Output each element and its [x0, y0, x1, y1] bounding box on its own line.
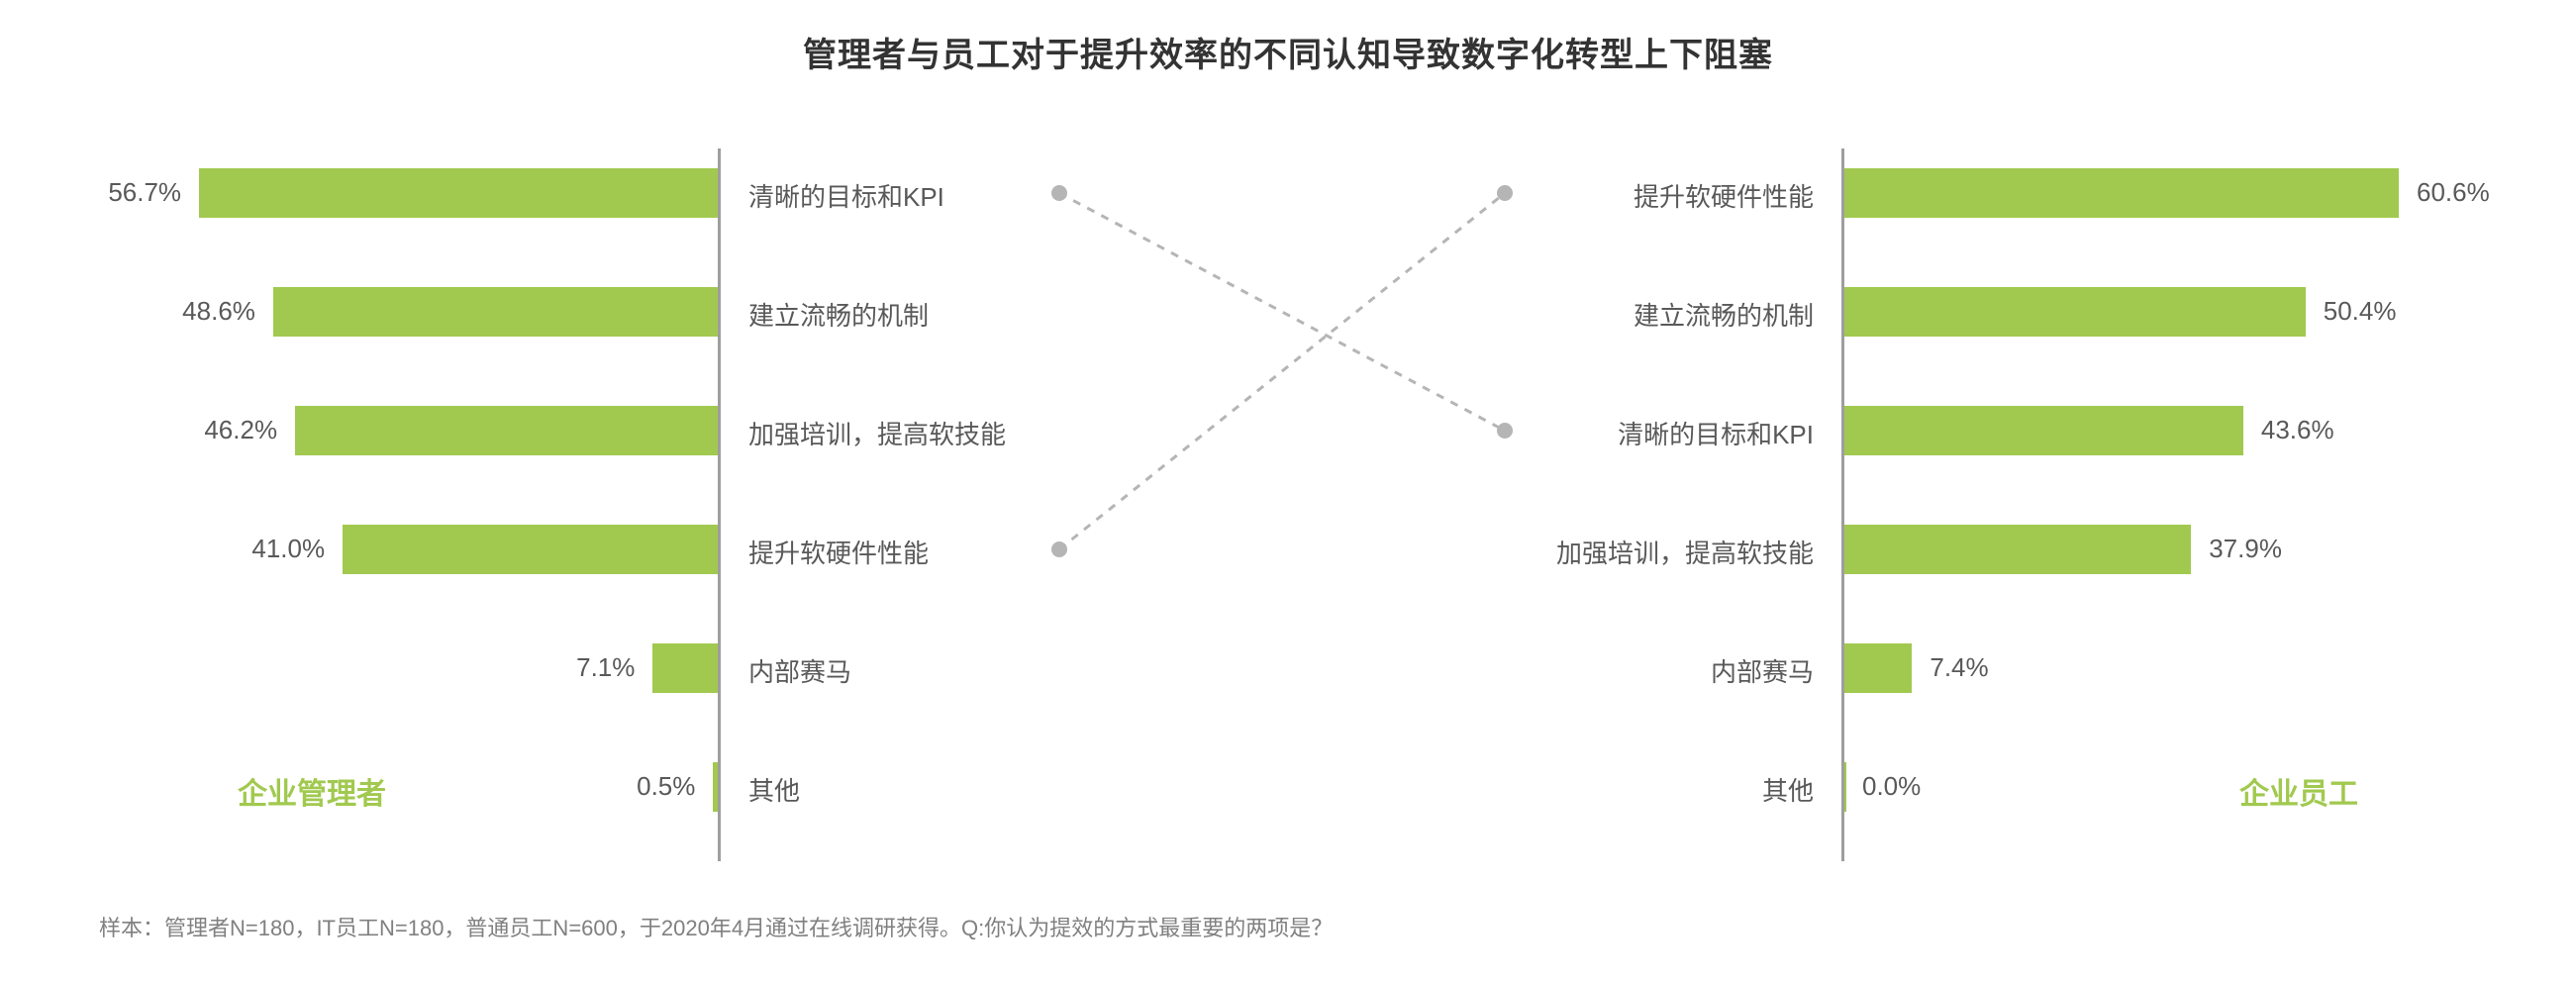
- left-row-value: 48.6%: [182, 296, 255, 327]
- right-row-label: 清晰的目标和KPI: [1618, 415, 1814, 451]
- left-bar: [713, 762, 718, 812]
- right-row-label: 建立流畅的机制: [1634, 296, 1814, 333]
- right-row-value: 7.4%: [1930, 652, 1988, 683]
- connector-lines: [0, 0, 2576, 982]
- left-group-label: 企业管理者: [238, 769, 386, 813]
- right-bar: [1844, 643, 1912, 693]
- right-row-value: 60.6%: [2417, 177, 2490, 208]
- left-row-value: 7.1%: [576, 652, 635, 683]
- right-bar: [1844, 168, 2399, 218]
- left-row-label: 加强培训，提高软技能: [748, 415, 1006, 451]
- left-row-value: 56.7%: [108, 177, 181, 208]
- right-row-label: 提升软硬件性能: [1634, 177, 1814, 214]
- left-row-label: 内部赛马: [748, 652, 851, 689]
- left-row-value: 0.5%: [637, 771, 695, 802]
- right-axis: [1841, 148, 1844, 861]
- right-bar: [1844, 762, 1846, 812]
- chart-title: 管理者与员工对于提升效率的不同认知导致数字化转型上下阻塞: [0, 28, 2576, 76]
- right-row-value: 43.6%: [2261, 415, 2334, 445]
- right-bar: [1844, 287, 2306, 337]
- right-bar: [1844, 406, 2243, 455]
- left-bar: [295, 406, 718, 455]
- left-row-value: 41.0%: [251, 534, 325, 564]
- right-group-label: 企业员工: [2239, 769, 2358, 813]
- left-row-value: 46.2%: [204, 415, 277, 445]
- right-row-value: 50.4%: [2324, 296, 2397, 327]
- right-row-label: 其他: [1762, 771, 1814, 808]
- left-bar: [199, 168, 718, 218]
- footer-note: 样本：管理者N=180，IT员工N=180，普通员工N=600，于2020年4月…: [99, 911, 1333, 942]
- right-row-value: 37.9%: [2209, 534, 2282, 564]
- left-axis: [718, 148, 721, 861]
- left-bar: [652, 643, 718, 693]
- right-row-value: 0.0%: [1862, 771, 1921, 802]
- left-row-label: 其他: [748, 771, 800, 808]
- right-row-label: 内部赛马: [1711, 652, 1814, 689]
- chart-canvas: 管理者与员工对于提升效率的不同认知导致数字化转型上下阻塞 企业管理者 企业员工 …: [0, 0, 2576, 982]
- left-row-label: 提升软硬件性能: [748, 534, 929, 570]
- left-bar: [343, 525, 718, 574]
- left-bar: [273, 287, 718, 337]
- left-row-label: 清晰的目标和KPI: [748, 177, 944, 214]
- right-row-label: 加强培训，提高软技能: [1556, 534, 1814, 570]
- right-bar: [1844, 525, 2191, 574]
- left-row-label: 建立流畅的机制: [748, 296, 929, 333]
